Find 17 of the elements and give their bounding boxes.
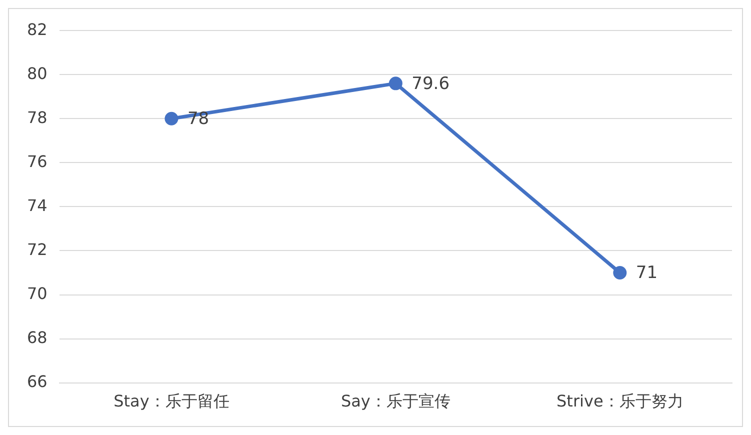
data-label: 71 <box>636 263 658 284</box>
y-tick-label: 70 <box>27 284 48 303</box>
y-tick-label: 68 <box>27 328 48 347</box>
y-tick-label: 82 <box>27 20 48 39</box>
y-tick-label: 72 <box>27 240 48 259</box>
y-tick-label: 66 <box>27 372 48 391</box>
y-tick-label: 76 <box>27 152 48 171</box>
y-tick-label: 78 <box>27 108 48 127</box>
x-tick-label: Strive：乐于努力 <box>556 392 684 411</box>
y-tick-label: 80 <box>27 64 48 83</box>
point <box>164 112 178 126</box>
point <box>388 76 402 90</box>
x-tick-label: Stay：乐于留任 <box>114 392 230 411</box>
point <box>613 266 627 280</box>
x-tick-label: Say：乐于宣传 <box>340 392 450 411</box>
data-label: 79.6 <box>412 74 450 94</box>
y-tick-label: 74 <box>27 196 48 215</box>
